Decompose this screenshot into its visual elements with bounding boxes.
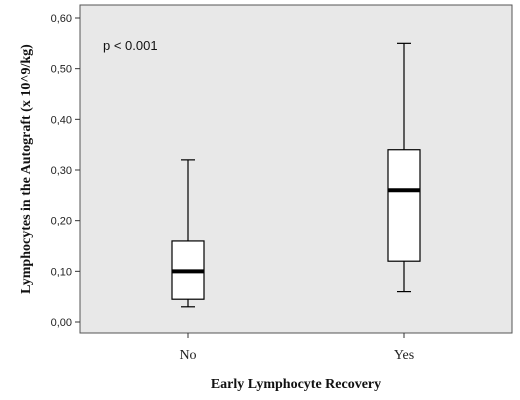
y-tick-label: 0,40 xyxy=(51,114,72,126)
y-tick-label: 0,20 xyxy=(51,216,72,228)
y-axis-title: Lymphocytes in the Autograft (x 10^9/kg) xyxy=(19,44,34,294)
boxes-group xyxy=(171,42,421,308)
box-yes xyxy=(387,42,421,293)
y-axis: 0,00 0,10 0,20 0,30 0,40 0,50 0,60 xyxy=(51,13,80,329)
y-tick-label: 0,10 xyxy=(51,266,72,278)
box-no xyxy=(171,159,205,308)
y-tick-label: 0,30 xyxy=(51,165,72,177)
y-tick-label: 0,60 xyxy=(51,13,72,25)
x-axis: No Yes xyxy=(179,333,414,363)
p-value-annotation: p < 0.001 xyxy=(103,38,158,53)
x-tick-label: Yes xyxy=(394,348,414,363)
y-tick-label: 0,00 xyxy=(51,317,72,329)
plot-area xyxy=(79,4,513,334)
iqr-box xyxy=(387,149,421,262)
y-tick-label: 0,50 xyxy=(51,64,72,76)
x-axis-title: Early Lymphocyte Recovery xyxy=(211,377,381,392)
x-tick-label: No xyxy=(179,348,196,363)
